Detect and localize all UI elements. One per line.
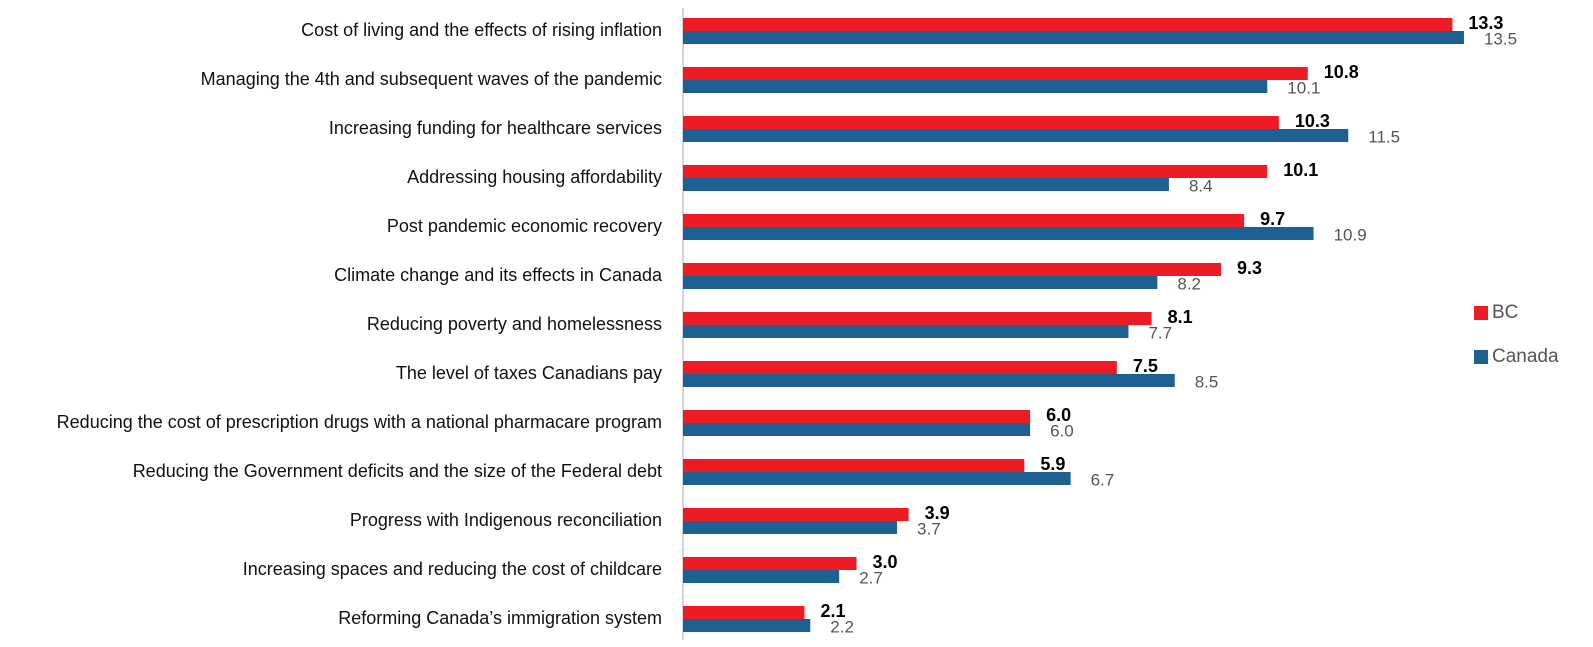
bar [683,263,1222,276]
category-label: Increasing funding for healthcare servic… [329,118,662,138]
bar [683,178,1169,191]
value-label: 10.3 [1295,111,1330,131]
value-label: 3.9 [925,503,950,523]
bar [683,619,811,632]
bar [683,361,1117,374]
bar [683,165,1268,178]
bar [683,116,1279,129]
bar [683,227,1314,240]
value-label: 9.3 [1237,258,1262,278]
value-label: 2.2 [830,617,854,636]
bar [683,508,909,521]
legend-label: BC [1492,302,1518,323]
value-label: 2.1 [820,601,845,621]
value-label: 9.7 [1260,209,1285,229]
legend-swatch [1474,350,1488,364]
category-label: Managing the 4th and subsequent waves of… [201,69,662,89]
bar [683,472,1071,485]
bar [683,606,805,619]
bar [683,374,1175,387]
bar [683,276,1158,289]
bar [683,312,1152,325]
category-label: The level of taxes Canadians pay [396,363,662,383]
value-label: 3.0 [873,552,898,572]
bar [683,423,1031,436]
bar [683,31,1464,44]
value-label: 6.0 [1050,421,1074,440]
bar [683,214,1245,227]
category-label: Post pandemic economic recovery [387,216,662,236]
category-label: Reducing the cost of prescription drugs … [57,412,662,432]
bar [683,18,1453,31]
value-label: 13.3 [1468,13,1503,33]
category-label: Reducing poverty and homelessness [367,314,662,334]
category-label: Reducing the Government deficits and the… [133,461,662,481]
value-label: 6.0 [1046,405,1071,425]
bar [683,129,1349,142]
value-label: 7.7 [1148,323,1172,342]
category-label: Climate change and its effects in Canada [334,265,663,285]
bar [683,67,1308,80]
value-label: 6.7 [1091,470,1115,489]
value-label: 11.5 [1368,127,1400,146]
value-label: 5.9 [1040,454,1065,474]
bar [683,521,898,534]
bar [683,557,857,570]
value-label: 13.5 [1484,29,1517,48]
bar [683,80,1268,93]
value-label: 10.1 [1287,78,1320,97]
category-label: Increasing spaces and reducing the cost … [243,559,662,579]
bar [683,459,1025,472]
value-label: 10.1 [1283,160,1318,180]
value-label: 8.4 [1189,176,1213,195]
value-label: 10.8 [1324,62,1359,82]
bar [683,325,1129,338]
bar [683,410,1031,423]
category-label: Reforming Canada’s immigration system [338,608,662,628]
value-label: 7.5 [1133,356,1158,376]
bar [683,570,840,583]
category-label: Cost of living and the effects of rising… [301,20,662,40]
legend-swatch [1474,306,1488,320]
value-label: 8.1 [1168,307,1193,327]
legend-label: Canada [1492,346,1559,367]
value-label: 3.7 [917,519,941,538]
category-label: Progress with Indigenous reconciliation [350,510,662,530]
category-label: Addressing housing affordability [407,167,662,187]
value-label: 8.5 [1195,372,1219,391]
value-label: 10.9 [1334,225,1367,244]
value-label: 2.7 [859,568,883,587]
value-label: 8.2 [1177,274,1201,293]
